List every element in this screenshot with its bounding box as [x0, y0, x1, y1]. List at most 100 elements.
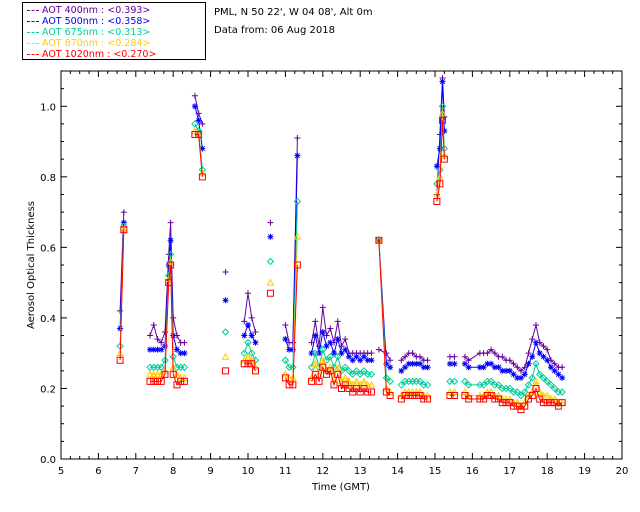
data-point — [312, 332, 319, 339]
series-line — [464, 387, 563, 411]
data-point — [386, 377, 394, 386]
data-point — [547, 381, 555, 389]
data-point — [382, 388, 390, 396]
data-point — [544, 346, 551, 353]
data-point — [413, 360, 420, 367]
data-point — [266, 278, 275, 286]
data-point — [356, 370, 364, 379]
data-point — [416, 392, 424, 400]
y-tick-label: 0.4 — [40, 314, 56, 325]
data-point — [476, 364, 483, 371]
x-axis-title: Time (GMT) — [311, 482, 370, 493]
data-point — [464, 381, 473, 389]
data-point — [191, 103, 198, 110]
data-point — [352, 367, 361, 375]
data-point — [195, 117, 202, 124]
site-location: PML, N 50 22', W 04 08', Alt 0m — [214, 7, 373, 18]
data-point — [398, 357, 405, 364]
data-point — [484, 350, 491, 357]
data-point — [348, 380, 357, 388]
data-point — [397, 381, 406, 389]
series-4 — [116, 116, 566, 414]
data-point — [532, 339, 539, 346]
data-point — [555, 371, 562, 378]
data-point — [161, 343, 168, 350]
data-point — [488, 346, 495, 353]
data-point — [166, 257, 175, 265]
data-point — [154, 336, 161, 343]
data-point — [251, 367, 259, 375]
data-point — [308, 350, 315, 357]
y-tick-label: 0.6 — [40, 243, 56, 254]
legend-label-1020nm: AOT 1020nm : <0.270> — [42, 49, 157, 60]
data-point — [244, 338, 252, 347]
data-point — [408, 387, 417, 395]
data-point — [518, 367, 525, 374]
data-point — [349, 357, 356, 364]
data-point — [331, 350, 338, 357]
data-point — [149, 370, 158, 378]
data-point — [375, 236, 383, 244]
legend-entry-675nm: AOT 675nm : <0.313> — [27, 27, 150, 38]
data-point — [433, 198, 441, 206]
data-point — [465, 364, 472, 371]
data-point — [367, 388, 375, 396]
data-point — [353, 353, 360, 360]
data-point — [266, 257, 275, 266]
data-point — [311, 370, 319, 378]
data-point — [293, 197, 302, 206]
data-point — [387, 357, 394, 364]
data-point — [294, 135, 301, 142]
data-point — [521, 371, 528, 378]
data-point — [412, 387, 421, 395]
data-point — [398, 367, 405, 374]
data-point — [153, 370, 162, 378]
data-point — [499, 367, 506, 374]
data-point — [461, 353, 468, 360]
legend-entry-870nm: AOT 870nm : <0.284> — [27, 38, 150, 49]
data-point — [502, 394, 510, 403]
data-point — [424, 357, 431, 364]
data-point — [506, 357, 513, 364]
data-point — [282, 336, 289, 343]
data-point — [120, 222, 128, 230]
data-point — [402, 364, 409, 371]
x-tick-label: 15 — [429, 466, 442, 477]
data-point — [450, 377, 459, 386]
data-point — [154, 346, 161, 353]
data-point — [352, 377, 361, 385]
data-point — [499, 353, 506, 360]
data-point — [180, 363, 189, 371]
data-point — [483, 387, 492, 395]
x-tick-label: 6 — [95, 466, 101, 477]
data-point — [240, 356, 249, 364]
x-tick-label: 18 — [541, 466, 554, 477]
data-point — [157, 377, 165, 385]
data-point — [318, 356, 327, 364]
series-line — [378, 240, 391, 396]
data-point — [505, 394, 514, 403]
data-date: Data from: 06 Aug 2018 — [214, 25, 335, 36]
data-point — [419, 391, 428, 399]
data-point — [539, 374, 548, 382]
series-line — [119, 229, 125, 361]
data-point — [167, 261, 175, 269]
data-point — [405, 360, 412, 367]
data-point — [544, 357, 551, 364]
data-point — [338, 350, 345, 357]
data-point — [248, 332, 255, 339]
data-point — [349, 370, 357, 379]
data-point — [146, 370, 154, 378]
data-point — [558, 399, 566, 407]
data-point — [479, 381, 488, 389]
data-point — [532, 321, 539, 328]
data-point — [341, 373, 350, 381]
data-point — [173, 346, 180, 353]
data-point — [195, 130, 203, 138]
data-point — [433, 163, 440, 170]
data-point — [198, 173, 206, 181]
data-point — [120, 209, 127, 216]
data-point — [169, 370, 177, 378]
data-point — [409, 350, 416, 357]
